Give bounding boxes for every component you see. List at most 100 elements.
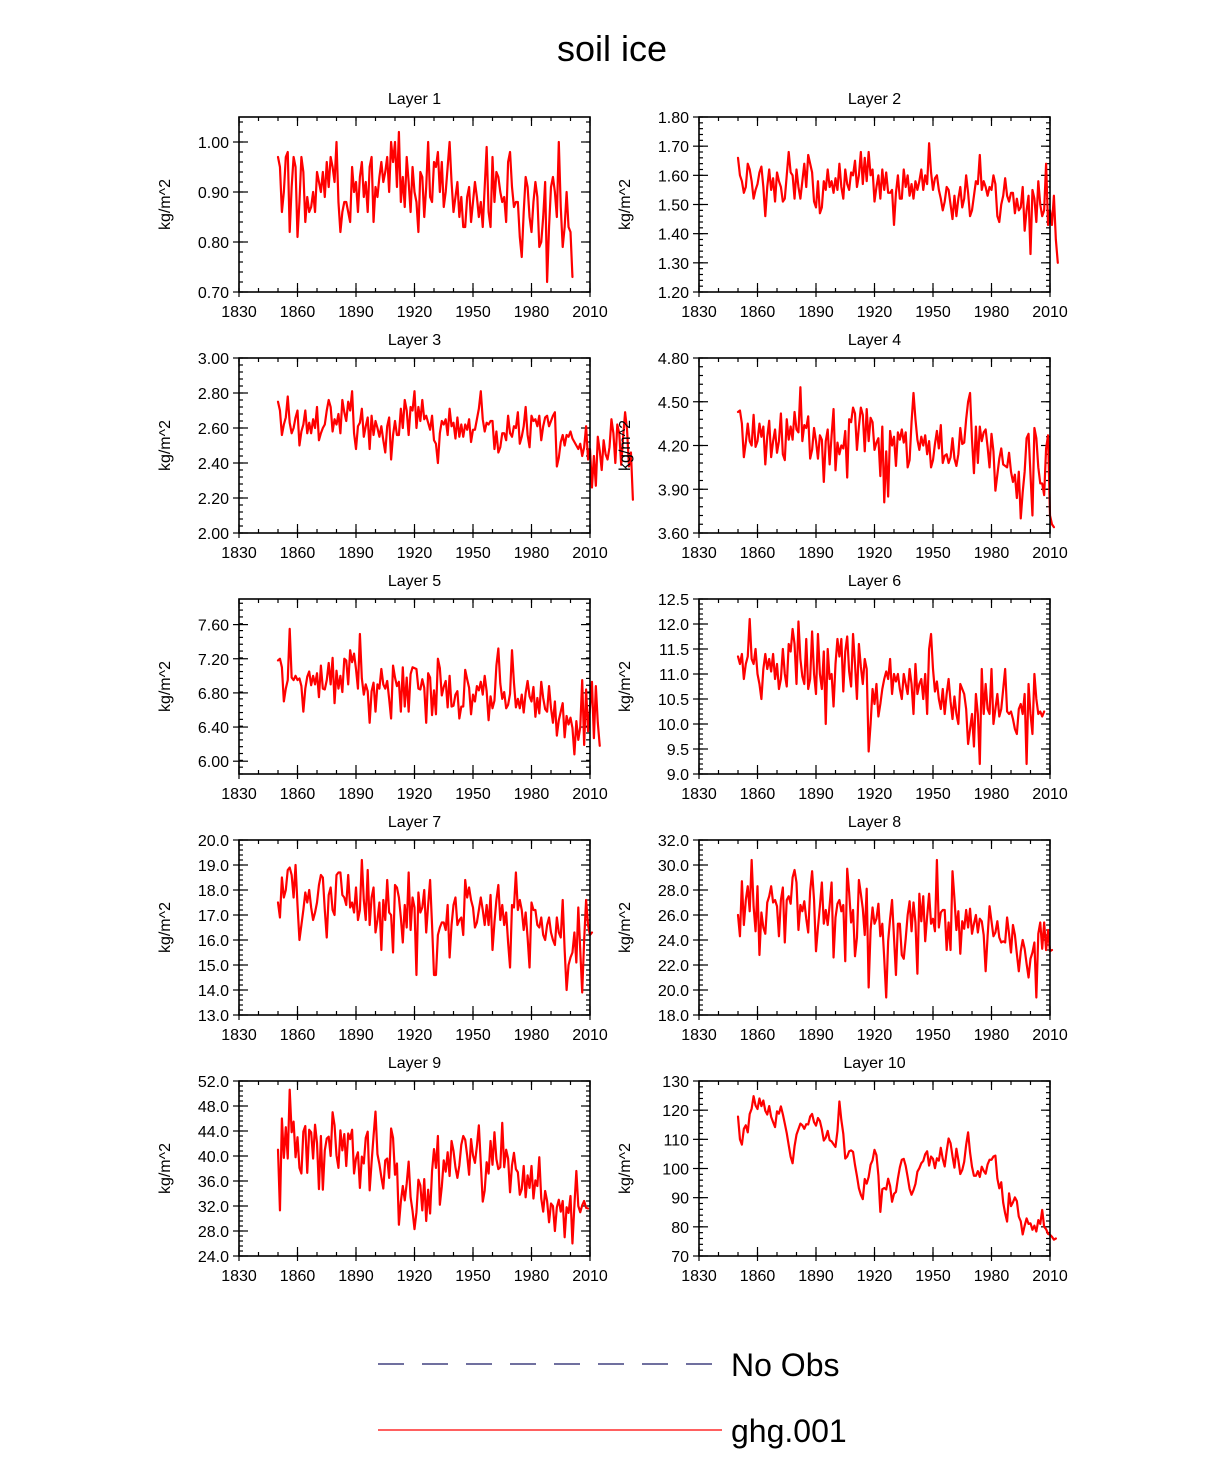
- plot-frame: [698, 1080, 1051, 1257]
- x-tick-label: 1860: [280, 304, 316, 321]
- chart-panel-layer-1: Layer 1 1830 1860 1890 1920 1950 1980 2010 0.70 0…: [157, 91, 608, 321]
- x-tick-label: 1980: [514, 786, 550, 803]
- y-tick-label: 17.0: [198, 908, 229, 925]
- y-tick-label: 3.90: [658, 482, 689, 499]
- x-tick-label: 1860: [280, 1027, 316, 1044]
- y-tick-label: 18.0: [198, 883, 229, 900]
- chart-panel-layer-6: Layer 6 1830 1860 1890 1920 1950 1980 2010 9.0 9.…: [617, 573, 1068, 803]
- x-tick-label: 1920: [857, 545, 893, 562]
- x-tick-label: 1830: [221, 1268, 257, 1285]
- y-tick-label: 70: [671, 1249, 689, 1266]
- y-tick-label: 2.40: [198, 456, 229, 473]
- x-tick-label: 1830: [681, 545, 717, 562]
- x-tick-label: 1980: [974, 1268, 1010, 1285]
- x-tick-label: 2010: [572, 1027, 608, 1044]
- x-tick-label: 1950: [915, 545, 951, 562]
- y-tick-label: 1.30: [658, 256, 689, 273]
- y-tick-label: 9.0: [667, 767, 689, 784]
- y-tick-label: 1.50: [658, 198, 689, 215]
- y-tick-label: 12.0: [658, 617, 689, 634]
- x-tick-label: 1980: [974, 786, 1010, 803]
- y-tick-label: 0.70: [198, 285, 229, 302]
- chart-panel-layer-8: Layer 8 1830 1860 1890 1920 1950 1980 2010 18.0 2…: [617, 814, 1068, 1044]
- x-tick-label: 1890: [338, 1027, 374, 1044]
- x-tick-label: 1830: [681, 1268, 717, 1285]
- panel-title-layer-4: Layer 4: [848, 332, 901, 349]
- panel-title-layer-10: Layer 10: [843, 1055, 905, 1072]
- y-tick-label: 24.0: [658, 933, 689, 950]
- y-tick-label: 1.80: [658, 110, 689, 127]
- y-tick-label: 32.0: [198, 1199, 229, 1216]
- x-tick-label: 1860: [740, 1268, 776, 1285]
- chart-panel-layer-4: Layer 4 1830 1860 1890 1920 1950 1980 2010 3.60 3…: [617, 332, 1068, 562]
- x-tick-label: 2010: [1032, 1027, 1068, 1044]
- series-line-layer-8: [736, 858, 1054, 999]
- y-tick-label: 36.0: [198, 1174, 229, 1191]
- x-tick-label: 1860: [740, 304, 776, 321]
- panel-title-layer-6: Layer 6: [848, 573, 901, 590]
- x-tick-label: 1830: [681, 786, 717, 803]
- y-tick-label: 4.80: [658, 351, 689, 368]
- x-tick-label: 1980: [974, 545, 1010, 562]
- series-line-layer-1: [276, 130, 574, 284]
- x-tick-label: 1950: [915, 786, 951, 803]
- series-line-layer-10: [736, 1095, 1057, 1241]
- chart-panel-layer-2: Layer 2 1830 1860 1890 1920 1950 1980 2010 1.20 1…: [617, 91, 1068, 321]
- series-line-layer-3: [276, 390, 635, 501]
- x-tick-label: 1920: [397, 304, 433, 321]
- y-axis-label: kg/m^2: [617, 661, 634, 712]
- series-line-layer-6: [736, 617, 1046, 766]
- y-tick-label: 16.0: [198, 933, 229, 950]
- panel-title-layer-5: Layer 5: [388, 573, 441, 590]
- x-tick-label: 1950: [915, 304, 951, 321]
- y-tick-label: 14.0: [198, 983, 229, 1000]
- series-line-layer-7: [276, 858, 594, 994]
- y-tick-label: 0.80: [198, 235, 229, 252]
- chart-panel-layer-5: Layer 5 1830 1860 1890 1920 1950 1980 2010 6.00 6…: [157, 573, 608, 803]
- x-tick-label: 2010: [572, 304, 608, 321]
- y-tick-label: 28.0: [658, 883, 689, 900]
- x-tick-label: 1890: [798, 304, 834, 321]
- x-tick-label: 2010: [1032, 304, 1068, 321]
- y-tick-label: 52.0: [198, 1074, 229, 1091]
- y-tick-label: 28.0: [198, 1224, 229, 1241]
- y-axis-label: kg/m^2: [617, 420, 634, 471]
- x-tick-label: 2010: [572, 1268, 608, 1285]
- y-tick-label: 90: [671, 1191, 689, 1208]
- x-tick-label: 1860: [740, 545, 776, 562]
- plot-frame: [238, 839, 591, 1016]
- y-tick-label: 24.0: [198, 1249, 229, 1266]
- x-tick-label: 1950: [455, 304, 491, 321]
- series-line-layer-9: [276, 1088, 590, 1245]
- x-tick-label: 1860: [740, 786, 776, 803]
- y-tick-label: 7.20: [198, 652, 229, 669]
- legend: No Obs ghg.001: [378, 1347, 847, 1449]
- x-tick-label: 1890: [798, 1268, 834, 1285]
- y-tick-label: 26.0: [658, 908, 689, 925]
- y-tick-label: 40.0: [198, 1149, 229, 1166]
- y-tick-label: 22.0: [658, 958, 689, 975]
- x-tick-label: 1920: [397, 1027, 433, 1044]
- y-tick-label: 3.60: [658, 526, 689, 543]
- x-tick-label: 1890: [798, 786, 834, 803]
- plot-frame: [698, 357, 1051, 534]
- chart-panel-layer-3: Layer 3 1830 1860 1890 1920 1950 1980 2010 2.00 2…: [157, 332, 635, 562]
- x-tick-label: 1950: [915, 1027, 951, 1044]
- y-axis-label: kg/m^2: [617, 902, 634, 953]
- x-tick-label: 1920: [857, 1027, 893, 1044]
- y-tick-label: 4.20: [658, 439, 689, 456]
- plot-frame: [698, 839, 1051, 1016]
- y-tick-label: 1.40: [658, 227, 689, 244]
- y-tick-label: 1.20: [658, 285, 689, 302]
- x-tick-label: 1830: [681, 1027, 717, 1044]
- y-tick-label: 48.0: [198, 1099, 229, 1116]
- x-tick-label: 1860: [280, 545, 316, 562]
- x-tick-label: 1980: [974, 304, 1010, 321]
- x-tick-label: 1830: [681, 304, 717, 321]
- y-tick-label: 110: [663, 1132, 689, 1149]
- panel-title-layer-1: Layer 1: [388, 91, 441, 108]
- chart-panel-layer-10: Layer 10 1830 1860 1890 1920 1950 1980 2010 70 80…: [617, 1055, 1068, 1285]
- series-line-layer-2: [736, 142, 1059, 264]
- y-axis-label: kg/m^2: [617, 179, 634, 230]
- panel-title-layer-7: Layer 7: [388, 814, 441, 831]
